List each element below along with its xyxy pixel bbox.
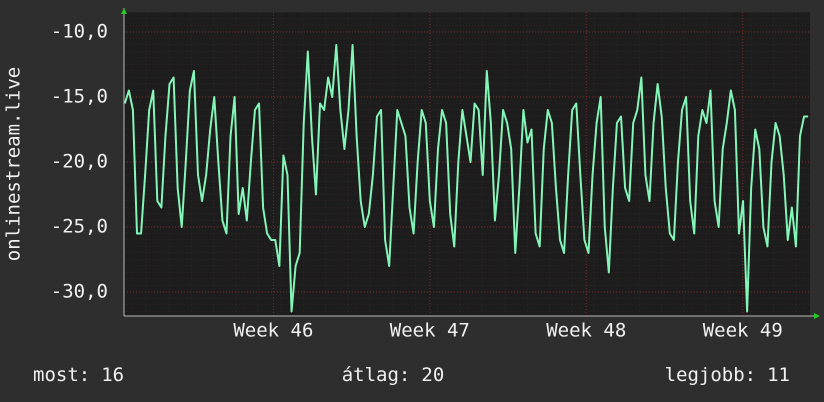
footer-label: legjobb:: [665, 364, 757, 386]
footer-label: átlag:: [342, 364, 411, 386]
x-tick-label: Week 47: [390, 320, 470, 342]
x-axis-arrow: [814, 313, 820, 319]
y-tick-label: -30,0: [51, 280, 108, 302]
y-tick-label: -20,0: [51, 150, 108, 172]
y-tick-label: -10,0: [51, 21, 108, 43]
x-tick-label: Week 46: [233, 320, 313, 342]
footer-value: 11: [767, 364, 790, 386]
footer-stat: most: 16: [33, 364, 124, 386]
y-tick-label: -15,0: [51, 86, 108, 108]
x-tick-label: Week 49: [703, 320, 783, 342]
footer-value: 16: [101, 364, 124, 386]
footer-stat: legjobb: 11: [665, 364, 790, 386]
footer-stat: átlag: 20: [342, 364, 445, 386]
y-axis-arrow: [121, 8, 127, 14]
y-tick-label: -25,0: [51, 215, 108, 237]
y-axis-label: onlinestream.live: [3, 67, 25, 261]
x-tick-label: Week 48: [546, 320, 626, 342]
footer-label: most:: [33, 364, 90, 386]
footer-value: 20: [421, 364, 444, 386]
data-line: [123, 44, 809, 313]
minor-grid: [124, 12, 810, 316]
